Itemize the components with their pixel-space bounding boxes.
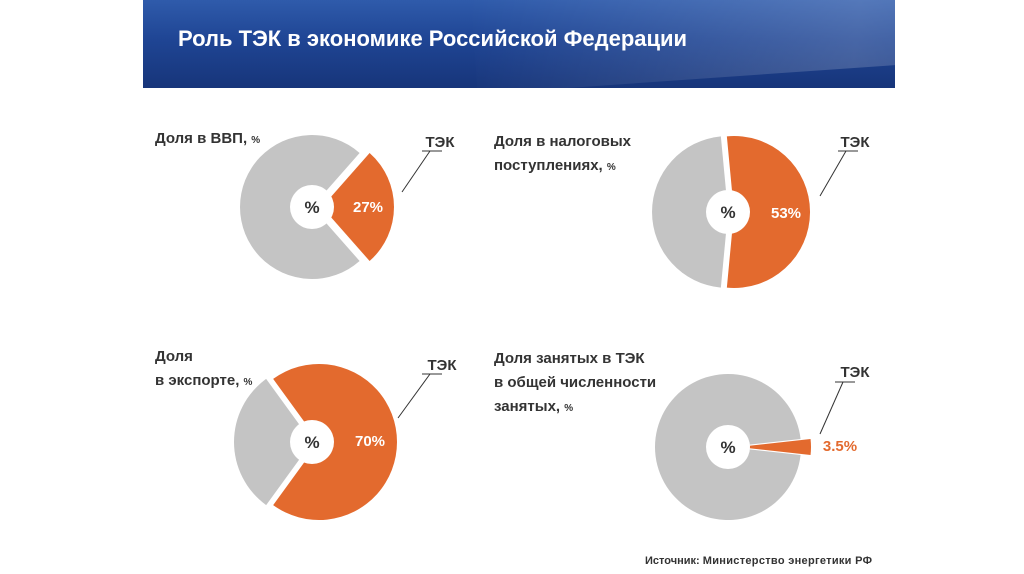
chart-gdp-unit: % [251,135,261,146]
pie-slice-tek [322,152,394,262]
pie-center-hole [706,190,750,234]
source-prefix: Источник: [645,555,700,567]
chart-employment-unit: % [564,403,574,414]
chart-export-label-line: Доля [155,348,193,365]
chart-tax-label-line: поступлениях, [494,157,603,174]
chart-export-label: Доля в экспорте, % [155,345,252,395]
pie-slice-tek [726,136,811,288]
pie-slice-other [234,378,312,506]
chart-tax-label: Доля в налоговых поступлениях, % [494,130,631,180]
source-note: Источник: Министерство энергетики РФ [645,555,872,567]
source-value: Министерство энергетики РФ [702,555,873,567]
pie-slice-other [652,136,728,288]
page-title: Роль ТЭК в экономике Российской Федераци… [178,26,688,51]
pie-slice-tek [273,364,398,520]
chart-export-unit: % [243,377,253,388]
chart-employment-label-line: Доля занятых в ТЭК [494,350,645,367]
chart-export-label-line: в экспорте, [155,372,240,389]
leader-line [397,373,431,419]
series-label: ТЭК [428,357,458,374]
pie-center-label: % [304,433,319,452]
pie-value-label: 27% [353,199,383,216]
chart-gdp-label: Доля в ВВП, % [155,127,260,153]
chart-tax-label-line: Доля в налоговых [494,133,631,150]
leader-line [401,150,431,193]
pie-value-label: 70% [355,433,385,450]
pie-center-label: % [720,203,735,222]
header-banner: Роль ТЭК в экономике Российской Федераци… [143,0,895,88]
series-label: ТЭК [426,134,456,151]
chart-employment-label-line: в общей численности [494,374,657,391]
series-label: ТЭК [841,364,871,381]
pie-center-hole [290,185,334,229]
chart-employment-label: Доля занятых в ТЭК в общей численности з… [494,347,656,421]
leader-line [819,381,844,435]
pie-center-label: % [720,438,735,457]
leader-line [819,150,847,197]
pie-value-label: 3.5% [823,438,857,455]
pie-center-hole [290,420,334,464]
chart-tax-unit: % [606,162,616,173]
pie-center-label: % [304,198,319,217]
pie-center-hole [706,425,750,469]
chart-employment-label-line: занятых, [494,398,561,415]
pie-slice-tek [738,438,812,456]
chart-gdp-label-line: Доля в ВВП, [155,130,248,147]
series-label: ТЭК [841,134,871,151]
pie-value-label: 53% [771,205,801,222]
